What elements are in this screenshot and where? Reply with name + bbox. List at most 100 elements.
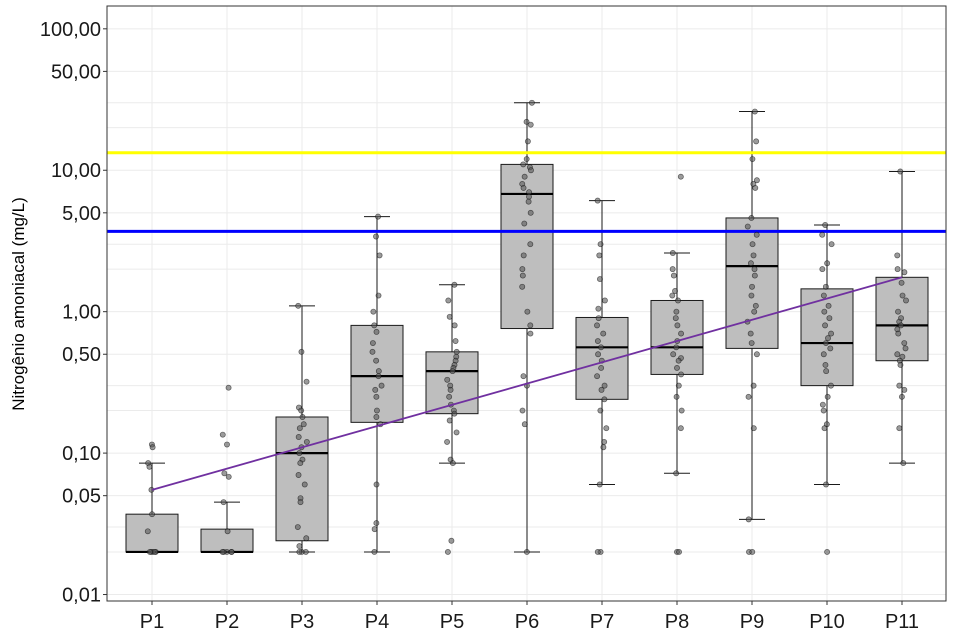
data-point xyxy=(596,252,603,259)
y-axis: 0,01 0,05 0,10 0,50 1,00 5,00 10,00 50,00 100,00 xyxy=(40,19,107,607)
data-point xyxy=(594,373,601,380)
data-point xyxy=(751,108,758,115)
data-point xyxy=(373,233,379,240)
data-point xyxy=(676,549,682,555)
data-point xyxy=(373,328,380,335)
data-point xyxy=(827,382,834,389)
data-point xyxy=(674,322,681,329)
data-point xyxy=(521,220,528,227)
data-point xyxy=(750,425,757,432)
data-point xyxy=(449,460,456,467)
data-point xyxy=(670,351,677,358)
data-point xyxy=(303,378,310,385)
data-point xyxy=(669,292,676,299)
data-point xyxy=(520,373,527,380)
data-point xyxy=(822,362,829,368)
data-point xyxy=(748,292,755,299)
trend-line xyxy=(151,276,903,491)
data-point xyxy=(528,99,535,106)
data-point xyxy=(898,393,905,400)
data-point xyxy=(373,393,380,400)
x-tick-label: P1 xyxy=(140,611,164,633)
data-point xyxy=(675,297,681,304)
data-point xyxy=(828,241,835,248)
data-point xyxy=(446,313,453,320)
data-point xyxy=(446,393,453,400)
data-point xyxy=(827,345,834,352)
data-point xyxy=(895,330,902,337)
data-point xyxy=(519,272,526,279)
data-point xyxy=(523,549,530,555)
data-point xyxy=(670,272,677,279)
data-point xyxy=(295,302,302,309)
y-tick-label: 0,50 xyxy=(62,344,101,366)
data-point xyxy=(523,156,530,163)
data-point xyxy=(299,414,306,420)
data-point xyxy=(296,425,303,432)
data-point xyxy=(902,345,909,352)
data-point xyxy=(597,407,604,414)
data-point xyxy=(298,348,305,355)
data-point xyxy=(528,167,534,174)
y-tick-label: 5,00 xyxy=(62,203,101,225)
data-point xyxy=(373,414,380,420)
data-point xyxy=(296,543,303,550)
data-point xyxy=(901,386,908,393)
data-point xyxy=(527,121,534,128)
data-point xyxy=(595,305,602,312)
data-point xyxy=(228,549,235,555)
data-point xyxy=(823,340,829,347)
data-point xyxy=(753,138,760,145)
data-point xyxy=(370,308,377,315)
data-point xyxy=(897,362,904,368)
data-point xyxy=(598,386,605,393)
data-point xyxy=(744,223,751,230)
data-point xyxy=(146,549,153,555)
data-point xyxy=(144,528,151,535)
data-point xyxy=(523,118,530,125)
data-point xyxy=(446,417,453,424)
data-point xyxy=(598,344,604,351)
data-point xyxy=(371,549,378,555)
data-point xyxy=(753,351,760,358)
data-point xyxy=(375,213,381,220)
data-point xyxy=(753,231,760,238)
data-point xyxy=(525,198,532,205)
data-point xyxy=(897,322,904,329)
trend-line-path xyxy=(151,276,903,491)
data-point xyxy=(219,431,226,438)
data-point xyxy=(221,470,228,477)
data-point xyxy=(900,460,907,467)
data-point xyxy=(745,393,752,400)
data-point xyxy=(527,330,534,337)
data-point xyxy=(678,330,685,337)
data-point xyxy=(220,499,227,506)
y-tick-label: 1,00 xyxy=(62,302,101,324)
data-point xyxy=(748,340,755,347)
data-point xyxy=(825,302,832,309)
data-point xyxy=(521,421,528,428)
data-point xyxy=(369,340,376,347)
data-point xyxy=(448,537,455,544)
data-point xyxy=(453,348,460,355)
data-point xyxy=(901,269,908,276)
data-point xyxy=(372,386,379,393)
data-point xyxy=(452,338,459,344)
data-point xyxy=(896,382,903,389)
data-point xyxy=(526,193,532,200)
data-point xyxy=(600,330,607,337)
data-point xyxy=(752,302,759,309)
data-point xyxy=(371,526,378,533)
data-point xyxy=(149,511,156,518)
data-point xyxy=(672,315,679,322)
data-point xyxy=(822,222,829,228)
data-point xyxy=(378,382,385,389)
data-point xyxy=(303,438,310,445)
data-point xyxy=(821,425,828,432)
data-point xyxy=(600,444,607,451)
data-point xyxy=(149,444,156,451)
data-point xyxy=(225,473,232,480)
data-point xyxy=(519,407,526,414)
box-p9 xyxy=(725,111,779,520)
data-point xyxy=(819,401,826,408)
